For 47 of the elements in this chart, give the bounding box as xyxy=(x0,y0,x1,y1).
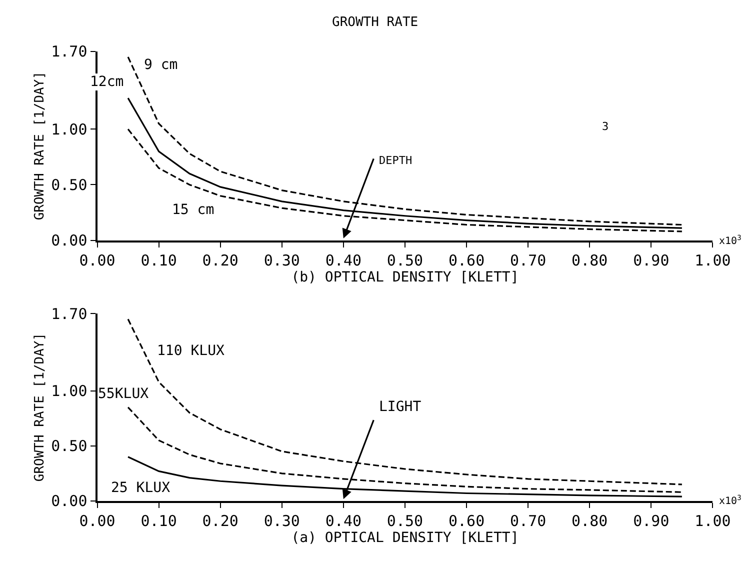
text: x10$^{3}$ xyxy=(719,494,742,508)
x-tick-label: 0.70 xyxy=(510,251,546,270)
x-tick-label: 1.00 xyxy=(694,512,731,530)
x-tick-label: 0.80 xyxy=(572,512,608,530)
x-tick-label: 0.10 xyxy=(140,512,177,530)
y-tick-label: 0.00 xyxy=(51,492,88,510)
y-tick-label: 1.70 xyxy=(51,42,88,61)
x-tick-label: 0.80 xyxy=(572,251,608,270)
x-tick-label: 0.00 xyxy=(79,512,116,530)
y-tick-label: 1.70 xyxy=(51,304,88,323)
annotation: 3 xyxy=(602,120,609,133)
y-axis-title: GROWTH RATE [1/DAY] xyxy=(32,71,48,220)
x-tick-label: 0.50 xyxy=(386,512,424,530)
x-tick-label: 0.40 xyxy=(325,251,362,270)
annotation: DEPTH xyxy=(379,154,412,167)
x-tick-label: 0.20 xyxy=(202,512,238,530)
annotation: LIGHT xyxy=(379,399,422,415)
x-tick-label: 0.60 xyxy=(448,512,485,530)
x-axis-title: (b) OPTICAL DENSITY [KLETT] xyxy=(291,269,519,286)
x-tick-label: 0.50 xyxy=(386,251,424,270)
series-label: 12cm xyxy=(90,74,124,90)
x-tick-label: 0.90 xyxy=(633,251,670,270)
series-label: 110 KLUX xyxy=(157,343,225,359)
series-label: 25 KLUX xyxy=(111,480,171,496)
y-tick-label: 1.00 xyxy=(51,382,88,400)
y-axis-title: GROWTH RATE [1/DAY] xyxy=(32,332,48,482)
line-series xyxy=(127,56,683,226)
y-tick-label: 0.50 xyxy=(51,176,88,194)
x-tick-label: 0.90 xyxy=(633,512,670,530)
x-tick-label: 1.00 xyxy=(694,251,731,270)
x-tick-label: 0.10 xyxy=(140,251,177,270)
x-tick-label: 0.60 xyxy=(448,251,485,270)
x-axis-title: (a) OPTICAL DENSITY [KLETT] xyxy=(291,530,519,546)
x-tick-label: 0.40 xyxy=(325,512,362,530)
y-tick-label: 1.00 xyxy=(51,120,88,138)
y-tick-label: 0.00 xyxy=(51,232,88,250)
y-tick-label: 0.50 xyxy=(51,437,88,456)
series-label: 9 cm xyxy=(144,57,178,73)
series-label: 15 cm xyxy=(172,202,214,218)
x-tick-label: 0.70 xyxy=(510,512,546,530)
x-tick-label: 0.30 xyxy=(264,512,300,530)
text: x10$^{3}$ xyxy=(719,234,742,248)
x-tick-label: 0.00 xyxy=(79,251,116,270)
series-label: 55KLUX xyxy=(98,386,150,402)
chart-title: GROWTH RATE xyxy=(332,15,418,30)
x-tick-label: 0.20 xyxy=(202,251,238,270)
x-tick-label: 0.30 xyxy=(264,251,300,270)
